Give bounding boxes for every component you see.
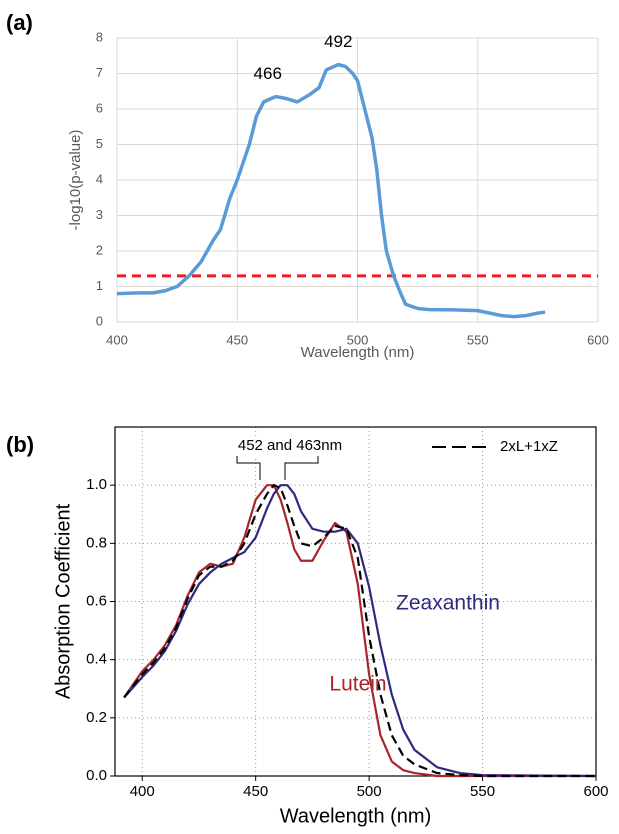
y-tick-label: 7	[96, 65, 103, 80]
x-tick-label: 400	[130, 783, 155, 800]
panel-label: (a)	[6, 10, 33, 35]
series-label: Zeaxanthin	[396, 592, 500, 615]
x-tick-label: 600	[587, 332, 609, 347]
y-tick-label: 0.8	[86, 534, 107, 551]
y-tick-label: 8	[96, 29, 103, 44]
y-tick-label: 4	[96, 171, 103, 186]
x-tick-label: 450	[226, 332, 248, 347]
x-tick-label: 500	[347, 332, 369, 347]
data-line	[123, 484, 596, 778]
data-line	[123, 484, 597, 778]
x-tick-label: 600	[583, 783, 608, 800]
x-axis-label: Wavelength (nm)	[301, 344, 415, 361]
y-tick-label: 2	[96, 242, 103, 257]
data-line	[123, 484, 596, 778]
legend-label: 2xL+1xZ	[500, 438, 558, 455]
data-line	[116, 62, 546, 319]
peak-annotation: 466	[254, 64, 282, 83]
y-axis-label: -log10(p-value)	[67, 130, 84, 231]
series-label: Lutein	[329, 673, 386, 696]
x-tick-label: 400	[106, 332, 128, 347]
y-tick-label: 5	[96, 136, 103, 151]
x-axis-label: Wavelength (nm)	[280, 805, 432, 827]
y-tick-label: 0.4	[86, 651, 107, 668]
y-tick-label: 0.2	[86, 709, 107, 726]
x-tick-label: 550	[467, 332, 489, 347]
bracket	[284, 456, 319, 480]
x-tick-label: 500	[357, 783, 382, 800]
y-tick-label: 0.0	[86, 767, 107, 784]
y-tick-label: 0.6	[86, 592, 107, 609]
panel-label: (b)	[6, 432, 34, 457]
y-tick-label: 0	[96, 313, 103, 328]
y-tick-label: 1	[96, 278, 103, 293]
y-tick-label: 1.0	[86, 476, 107, 493]
x-tick-label: 450	[243, 783, 268, 800]
bracket-text-bg	[212, 436, 368, 456]
y-tick-label: 6	[96, 100, 103, 115]
bracket-text: 452 and 463nm	[238, 437, 342, 454]
x-tick-label: 550	[470, 783, 495, 800]
bracket	[236, 456, 261, 480]
peak-annotation: 492	[324, 32, 352, 51]
y-tick-label: 3	[96, 207, 103, 222]
y-axis-label: Absorption Coefficient	[52, 503, 74, 699]
plot-frame	[114, 426, 597, 777]
